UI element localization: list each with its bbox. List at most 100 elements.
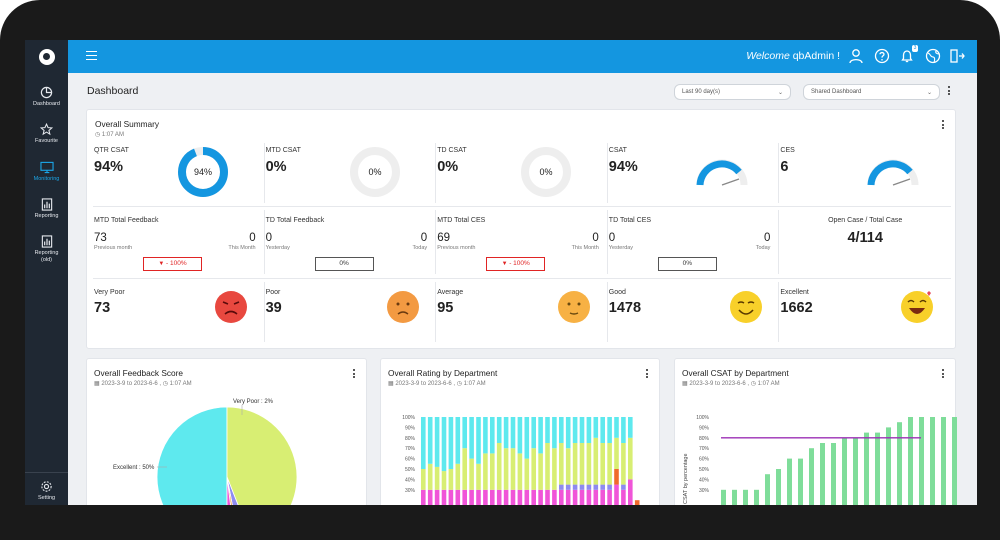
stacked-bar-segment [593,484,599,490]
gauge-fill [696,160,742,186]
stacked-bar-segment [593,417,599,438]
bell-icon [901,50,913,63]
csat-bar [787,458,792,505]
app-logo[interactable] [25,40,68,73]
stacked-bar-segment [538,453,543,490]
stacked-bar-segment [421,489,426,505]
card-time: ◷ 1:07 AM [95,132,124,138]
feedback-left-value: 73 [94,232,107,244]
stacked-bar-segment [421,417,426,469]
donut-gauge: 0% [349,147,400,197]
globe-icon[interactable] [925,48,941,64]
stacked-bar-segment [455,463,461,490]
stacked-bar-segment [572,417,578,443]
report-icon [41,198,52,211]
user-icon[interactable] [848,48,864,64]
stacked-bar-segment [496,489,502,505]
card-menu-icon[interactable] [942,369,945,380]
card-menu-icon[interactable] [353,369,356,380]
pie-slice-average [226,476,239,505]
notification-badge: 3 [912,45,918,52]
y-tick-label: 30% [699,488,710,494]
sidebar-item-reporting[interactable]: Reporting [25,198,68,219]
csat-bar [952,417,957,505]
logout-icon[interactable] [949,48,965,64]
page-menu-icon[interactable] [948,86,951,97]
stacked-bar-segment [600,417,605,443]
feedback-label: MTD Total Feedback [94,217,159,224]
open-case-cell: Open Case / Total Case 4/114 [779,210,951,274]
stacked-bar-segment [462,417,467,449]
sidebar-item-reporting-old[interactable]: Reporting (old) [25,235,68,264]
stacked-bar-segment [586,417,592,443]
kpi-cell: TD CSAT 0% 0% [436,143,608,203]
stacked-bar-segment [607,443,612,485]
feedback-right-value: 0 [420,232,428,244]
stacked-bar-segment [524,417,530,459]
dashboard-select[interactable]: Shared Dashboard ⌄ [803,84,940,100]
stacked-bar-segment [524,458,530,490]
feedback-right-sub: This Month [571,245,599,251]
stacked-bar-segment [483,417,488,454]
sidebar-item-favourite[interactable]: Favourite [25,123,68,144]
sidebar-item-setting[interactable]: Setting [25,480,68,501]
y-tick-label: 60% [699,457,710,463]
stacked-bar-segment [614,469,619,485]
feedback-right-value: 0 [763,232,771,244]
csat-bar [875,432,880,505]
feedback-label: TD Total CES [608,217,652,224]
y-tick-label: 60% [405,457,416,463]
stacked-bar-segment [455,489,461,505]
pie-label: Very Poor : 2% [233,399,274,405]
feedback-left-value: 0 [608,232,616,244]
help-icon[interactable] [874,48,890,64]
overall-summary-card: Overall Summary ◷ 1:07 AM QTR CSAT 94% 94%… [86,109,956,349]
csat-bar [897,422,902,505]
donut-fill [178,147,228,197]
feedback-cell: TD Total CES 0 0 Yesterday Today 0% [608,210,780,274]
stacked-bar-segment [600,484,605,490]
y-tick-label: 100% [402,415,415,421]
stacked-bar-segment [607,417,612,443]
menu-icon[interactable] [86,51,97,60]
y-tick-label: 70% [699,446,710,452]
csat-bar [930,417,935,505]
stacked-bar-segment [490,453,495,490]
stacked-bar-segment [434,466,440,490]
y-tick-label: 50% [405,467,416,473]
stacked-bar-segment [483,453,488,490]
sidebar-item-label: Reporting [34,213,59,219]
donut-track [521,147,572,197]
feedback-left-sub: Yesterday [265,245,290,251]
chevron-down-icon: ⌄ [926,90,932,96]
sidebar-item-label: Reporting (old) [34,250,59,263]
stacked-bar-segment [462,489,467,505]
welcome-text: Welcome qbAdmin ! [746,50,840,62]
y-tick-label: 80% [699,436,710,442]
card-menu-icon[interactable] [942,120,945,131]
stacked-bar-segment [600,489,605,505]
card-menu-icon[interactable] [646,369,649,380]
gauge-needle [721,178,740,186]
stacked-bar-segment [628,417,633,438]
csat-bar [919,417,924,505]
pie-slice-very-poor [226,476,231,505]
sidebar-item-dashboard[interactable]: Dashboard [25,86,68,107]
heart-face-icon [901,291,934,323]
kpi-label: CSAT [608,147,627,154]
feedback-label: MTD Total CES [437,217,486,224]
y-tick-label: 40% [699,477,710,483]
date-range-select[interactable]: Last 90 day(s) ⌄ [674,84,791,100]
y-tick-label: 40% [405,477,416,483]
stacked-bar-segment [496,417,502,443]
row-divider [93,278,951,279]
stacked-bar-segment [476,463,481,490]
rating-cell: Average 95 [436,282,608,342]
gear-icon [41,481,52,492]
sidebar-item-monitoring[interactable]: Monitoring [25,161,68,182]
monitor-icon [39,161,54,174]
kpi-value: 94% [94,159,124,175]
notification-button[interactable]: 3 [899,45,918,64]
csat-bar [864,432,869,505]
stacked-bar-segment [565,448,571,485]
